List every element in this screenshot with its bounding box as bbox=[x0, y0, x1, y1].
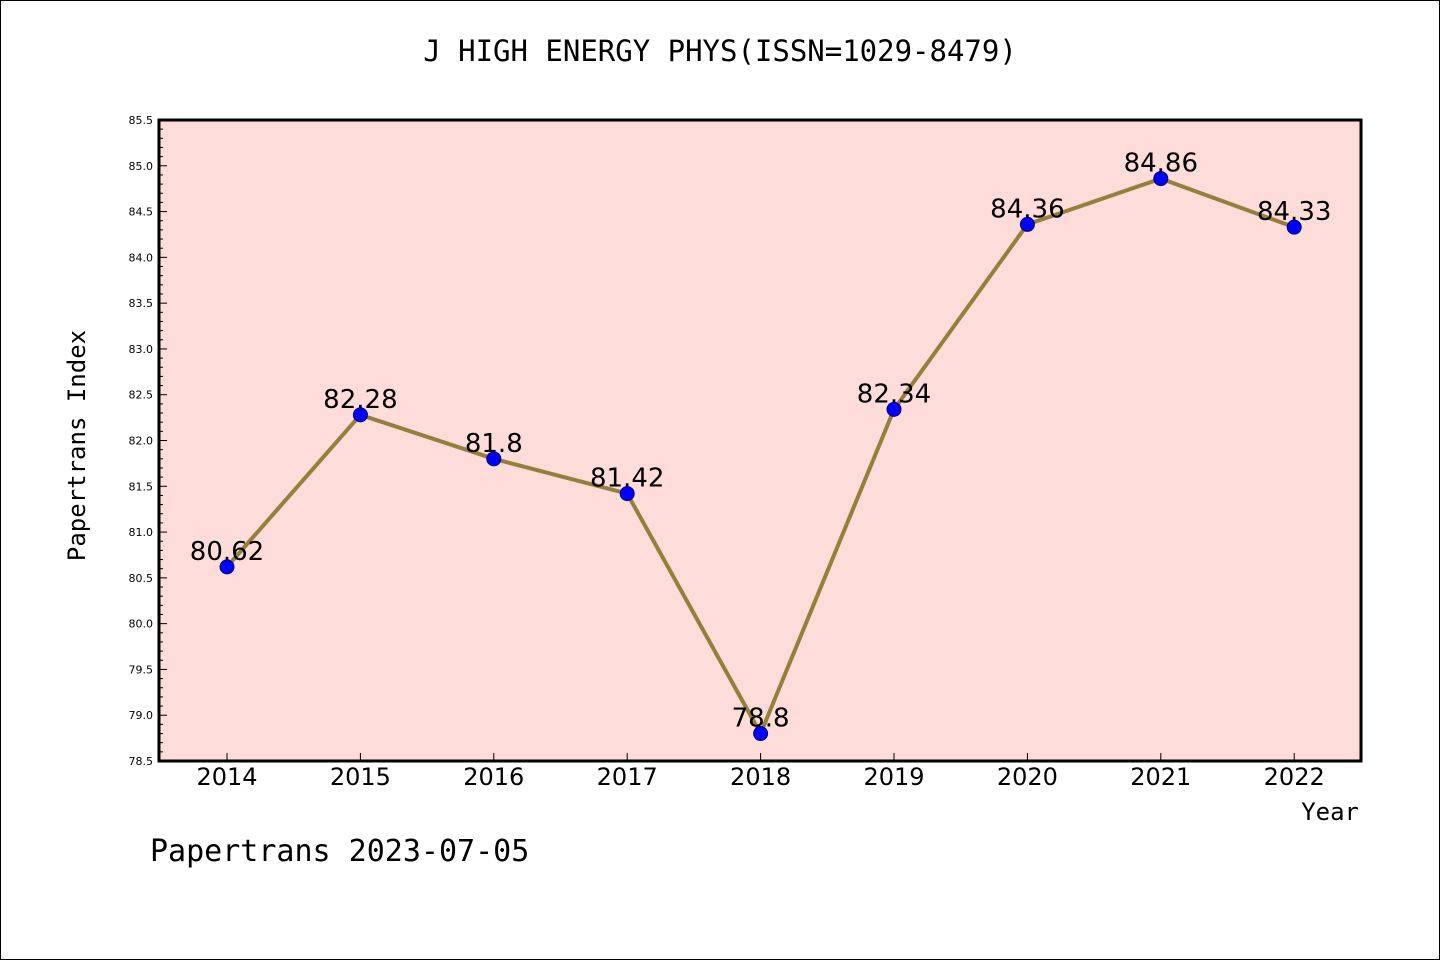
plot-border bbox=[157, 118, 1363, 763]
x-tick-label: 2015 bbox=[330, 763, 391, 791]
x-tick-label: 2018 bbox=[730, 763, 791, 791]
data-point bbox=[1019, 216, 1035, 232]
data-label: 81.42 bbox=[590, 464, 664, 494]
data-point bbox=[352, 407, 368, 423]
data-point bbox=[619, 486, 635, 502]
y-tick-label: 81.0 bbox=[129, 526, 154, 539]
data-label: 84.86 bbox=[1124, 149, 1198, 179]
data-label: 78.8 bbox=[732, 704, 790, 734]
y-tick-label: 85.0 bbox=[129, 160, 154, 173]
x-tick-label: 2014 bbox=[196, 763, 257, 791]
y-tick-label: 81.5 bbox=[129, 480, 154, 493]
y-axis-title: Papertrans Index bbox=[63, 330, 91, 561]
y-tick-label: 85.5 bbox=[129, 114, 154, 127]
y-tick-label: 78.5 bbox=[129, 755, 154, 768]
data-point bbox=[486, 451, 502, 467]
footer-note: Papertrans 2023-07-05 bbox=[150, 834, 530, 869]
x-axis-title: Year bbox=[1301, 798, 1359, 826]
y-tick-label: 79.5 bbox=[129, 663, 154, 676]
data-label: 84.36 bbox=[990, 194, 1064, 224]
y-tick-label: 84.0 bbox=[129, 251, 154, 264]
y-tick-label: 82.5 bbox=[129, 389, 154, 402]
data-label: 82.34 bbox=[857, 379, 931, 409]
x-tick-label: 2020 bbox=[997, 763, 1058, 791]
y-tick-label: 80.0 bbox=[129, 618, 154, 631]
data-label: 81.8 bbox=[465, 429, 523, 459]
y-tick-label: 83.5 bbox=[129, 297, 154, 310]
data-point bbox=[219, 559, 235, 575]
y-tick-label: 83.0 bbox=[129, 343, 154, 356]
x-tick-label: 2022 bbox=[1264, 763, 1325, 791]
data-point bbox=[1286, 219, 1302, 235]
data-point bbox=[1153, 171, 1169, 187]
y-tick-label: 79.0 bbox=[129, 709, 154, 722]
x-tick-label: 2016 bbox=[463, 763, 524, 791]
data-label: 84.33 bbox=[1257, 197, 1331, 227]
data-label: 80.62 bbox=[190, 537, 264, 567]
y-tick-label: 84.5 bbox=[129, 206, 154, 219]
data-label: 82.28 bbox=[323, 385, 397, 415]
y-tick-label: 82.0 bbox=[129, 435, 154, 448]
x-tick-label: 2017 bbox=[597, 763, 658, 791]
plot-area bbox=[159, 120, 1361, 761]
x-tick-label: 2021 bbox=[1130, 763, 1191, 791]
data-point bbox=[753, 726, 769, 742]
chart-title: J HIGH ENERGY PHYS(ISSN=1029-8479) bbox=[423, 34, 1017, 68]
x-tick-label: 2019 bbox=[863, 763, 924, 791]
y-tick-label: 80.5 bbox=[129, 572, 154, 585]
data-point bbox=[886, 401, 902, 417]
